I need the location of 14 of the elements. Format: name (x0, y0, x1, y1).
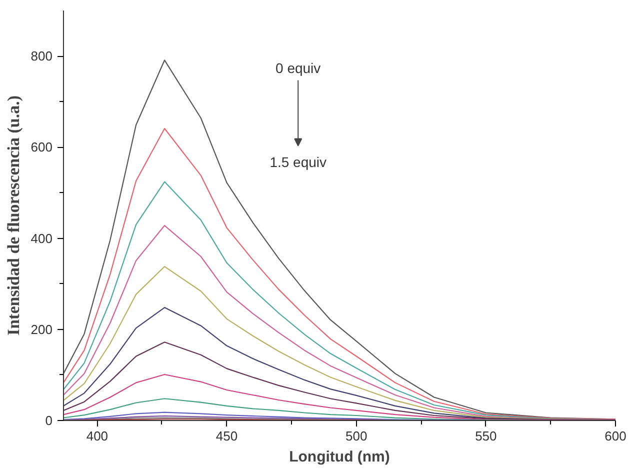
x-tick-label: 450 (216, 428, 238, 444)
y-tick-label: 400 (30, 230, 53, 246)
x-tick-label: 400 (86, 428, 108, 444)
y-tick-label: 600 (30, 140, 53, 155)
annotation: 0 equiv (276, 60, 321, 76)
y-axis-title: Intensidad de fluorescencia (u.a.) (4, 95, 23, 336)
x-axis-title: Longitud (nm) (289, 448, 390, 466)
y-tick-label: 800 (30, 48, 53, 64)
x-tick-label: 600 (604, 428, 626, 444)
x-tick-label: 500 (346, 428, 368, 444)
y-tick-label: 200 (30, 322, 53, 337)
annotation: 1.5 equiv (270, 154, 327, 170)
x-tick-label: 550 (475, 428, 497, 444)
y-tick-label: 0 (45, 413, 53, 428)
